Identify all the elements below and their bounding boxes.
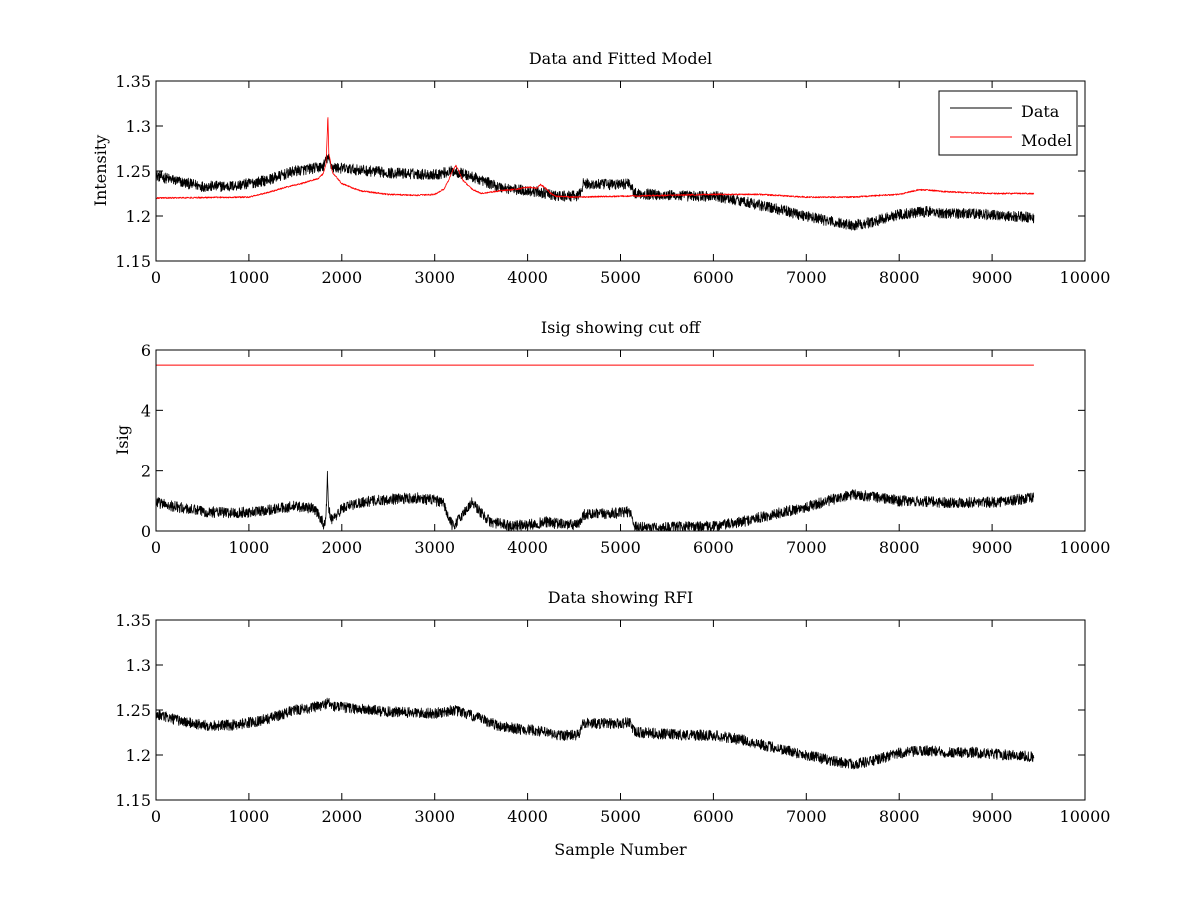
x-tick-label: 8000 [879,268,920,287]
panel-1-model-line [156,117,1035,200]
x-tick-label: 4000 [507,538,548,557]
x-tick-label: 0 [151,268,161,287]
x-tick-label: 10000 [1060,807,1111,826]
x-tick-label: 0 [151,807,161,826]
x-tick-label: 5000 [600,538,641,557]
x-tick-label: 9000 [972,807,1013,826]
y-tick-label: 1.2 [126,207,151,226]
panel-2-title: Isig showing cut off [541,318,702,337]
y-tick-label: 4 [141,401,151,420]
x-tick-label: 7000 [786,268,827,287]
y-tick-label: 1.2 [126,746,151,765]
y-tick-label: 2 [141,462,151,481]
x-tick-label: 8000 [879,807,920,826]
y-tick-label: 0 [141,522,151,541]
panel-1-legend-box [938,90,1078,156]
x-tick-label: 0 [151,538,161,557]
x-tick-label: 6000 [693,538,734,557]
panel-1-title: Data and Fitted Model [529,49,712,68]
x-tick-label: 5000 [600,268,641,287]
x-tick-label: 1000 [229,807,270,826]
x-tick-label: 4000 [507,268,548,287]
x-tick-label: 4000 [507,807,548,826]
panel-3-title: Data showing RFI [548,588,693,607]
x-tick-label: 3000 [414,538,455,557]
y-tick-label: 1.35 [115,611,151,630]
x-tick-label: 6000 [693,807,734,826]
x-tick-label: 3000 [414,268,455,287]
y-tick-label: 1.15 [115,791,151,810]
panel-1-series-group [156,117,1035,231]
panel-3: Data showing RFI Sample Number 0 1000 2000… [115,588,1110,859]
legend-label-data: Data [1021,102,1060,121]
x-tick-label: 1000 [229,268,270,287]
y-tick-label: 1.3 [126,117,151,136]
x-tick-label: 9000 [972,268,1013,287]
x-tick-label: 10000 [1060,268,1111,287]
panel-1-legend: Data Model [938,90,1078,156]
x-tick-label: 5000 [600,807,641,826]
y-tick-label: 1.15 [115,252,151,271]
panel-1-data-line [156,153,1035,231]
x-tick-label: 1000 [229,538,270,557]
panel-2-series-1-line [156,470,1035,531]
panel-1: Data and Fitted Model Intensity 0 1000 200… [91,49,1110,287]
legend-label-model: Model [1021,131,1072,150]
y-tick-label: 1.3 [126,656,151,675]
panel-3-series-group [156,697,1035,770]
y-tick-label: 1.25 [115,162,151,181]
x-tick-label: 10000 [1060,538,1111,557]
panel-3-xlabel: Sample Number [554,840,687,859]
panel-2: Isig showing cut off Isig 0 1000 2000 3000 4… [113,318,1110,557]
x-tick-label: 2000 [321,807,362,826]
x-tick-label: 9000 [972,538,1013,557]
x-tick-label: 7000 [786,807,827,826]
y-tick-label: 1.35 [115,72,151,91]
panel-1-ylabel: Intensity [91,135,110,207]
x-tick-label: 8000 [879,538,920,557]
panel-2-ylabel: Isig [113,425,132,455]
x-tick-label: 6000 [693,268,734,287]
x-tick-label: 2000 [321,268,362,287]
y-tick-label: 6 [141,341,151,360]
x-tick-label: 3000 [414,807,455,826]
y-tick-label: 1.25 [115,701,151,720]
x-tick-label: 7000 [786,538,827,557]
panel-2-series-group [156,364,1035,531]
x-tick-label: 2000 [321,538,362,557]
panel-3-series-1-line [156,697,1035,770]
